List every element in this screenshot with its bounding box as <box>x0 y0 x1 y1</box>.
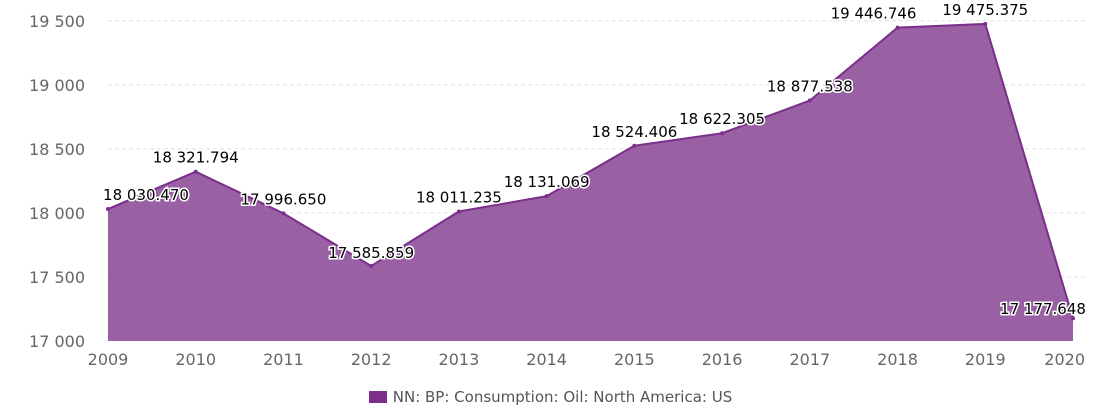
y-axis-ticks: 17 000 17 500 18 000 18 500 19 000 19 500 <box>29 12 85 351</box>
data-point <box>720 131 725 136</box>
y-tick-label: 18 000 <box>29 204 85 223</box>
data-point <box>544 194 549 199</box>
data-label: 18 321.794 <box>153 149 239 167</box>
data-point <box>369 263 374 268</box>
data-point <box>281 211 286 216</box>
data-label: 18 622.305 <box>679 110 765 128</box>
data-label: 19 475.375 <box>942 1 1028 19</box>
x-tick-label: 2019 <box>965 350 1006 369</box>
data-label: 17 177.648 <box>1000 300 1086 318</box>
data-point <box>895 25 900 30</box>
x-tick-label: 2015 <box>614 350 655 369</box>
legend-swatch <box>368 391 387 403</box>
y-tick-label: 18 500 <box>29 140 85 159</box>
x-tick-label: 2013 <box>439 350 480 369</box>
series-line <box>107 22 1074 319</box>
data-point <box>456 209 461 214</box>
data-label: 18 877.538 <box>767 78 853 96</box>
x-axis-ticks: 2009 2010 2011 2012 2013 2014 2015 2016 2017 2018… <box>88 350 1085 369</box>
data-label: 17 585.859 <box>328 244 414 262</box>
x-tick-label: 2016 <box>702 350 743 369</box>
data-point <box>193 169 198 174</box>
legend-label: NN: BP: Consumption: Oil: North America:… <box>392 388 733 406</box>
x-tick-label: 2010 <box>175 350 216 369</box>
area-chart: 17 000 17 500 18 000 18 500 19 000 19 500 200… <box>29 0 1088 369</box>
data-label: 18 011.235 <box>416 188 502 206</box>
data-point <box>632 143 637 148</box>
data-label: 18 131.069 <box>504 173 590 191</box>
x-tick-label: 2011 <box>263 350 304 369</box>
x-tick-label: 2018 <box>877 350 918 369</box>
data-label: 17 996.650 <box>241 190 327 208</box>
data-label: 18 524.406 <box>591 123 677 141</box>
legend[interactable]: NN: BP: Consumption: Oil: North America:… <box>0 388 1101 406</box>
data-label: 18 030.470 <box>103 186 189 204</box>
data-point <box>106 207 110 212</box>
area-series <box>106 21 1075 342</box>
y-tick-label: 17 000 <box>29 332 85 351</box>
data-point <box>983 21 988 26</box>
y-tick-label: 19 000 <box>29 76 85 95</box>
data-point <box>1071 316 1075 321</box>
data-point <box>807 98 812 103</box>
x-tick-label: 2012 <box>351 350 392 369</box>
data-label: 19 446.746 <box>831 5 917 23</box>
x-tick-label: 2017 <box>789 350 830 369</box>
x-tick-label: 2009 <box>88 350 129 369</box>
area-fill <box>108 23 1073 342</box>
x-tick-label: 2014 <box>526 350 567 369</box>
x-tick-label: 2020 <box>1044 350 1085 369</box>
y-tick-label: 17 500 <box>29 268 85 287</box>
y-tick-label: 19 500 <box>29 12 85 31</box>
data-labels: 18 030.470 18 321.794 17 996.650 17 585.859… <box>102 0 1088 320</box>
